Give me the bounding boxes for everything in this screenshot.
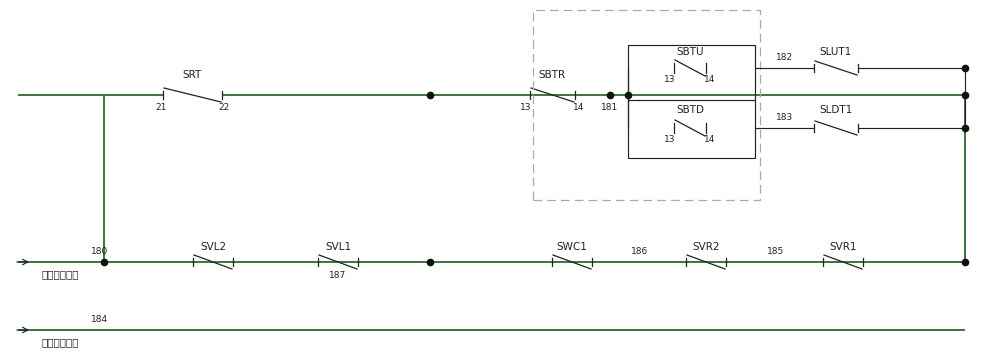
Text: 181: 181 (601, 103, 619, 112)
Text: SVL1: SVL1 (325, 242, 351, 252)
Text: SBTD: SBTD (676, 105, 704, 115)
Text: 183: 183 (776, 113, 794, 122)
Text: 13: 13 (520, 103, 532, 112)
Text: 串接安全回路: 串接安全回路 (41, 337, 79, 347)
Text: 14: 14 (573, 103, 585, 112)
Text: SBTU: SBTU (676, 47, 704, 57)
Text: 13: 13 (664, 75, 676, 84)
Text: SVR1: SVR1 (829, 242, 857, 252)
Text: SLDT1: SLDT1 (819, 105, 853, 115)
Bar (628, 45, 755, 158)
Bar (533, 10, 760, 200)
Text: 21: 21 (155, 103, 167, 112)
Text: 186: 186 (631, 247, 649, 256)
Text: 串接安全回路: 串接安全回路 (41, 269, 79, 279)
Text: SLUT1: SLUT1 (820, 47, 852, 57)
Text: 187: 187 (329, 271, 347, 280)
Text: 14: 14 (704, 135, 716, 145)
Text: 184: 184 (91, 316, 109, 325)
Text: SRT: SRT (182, 70, 202, 80)
Text: SBTR: SBTR (538, 70, 566, 80)
Text: SVR2: SVR2 (692, 242, 720, 252)
Text: 13: 13 (664, 135, 676, 145)
Text: 180: 180 (91, 247, 109, 256)
Text: 22: 22 (218, 103, 230, 112)
Text: 185: 185 (767, 247, 785, 256)
Text: SVL2: SVL2 (200, 242, 226, 252)
Text: SWC1: SWC1 (557, 242, 587, 252)
Text: 182: 182 (776, 53, 794, 62)
Text: 14: 14 (704, 75, 716, 84)
